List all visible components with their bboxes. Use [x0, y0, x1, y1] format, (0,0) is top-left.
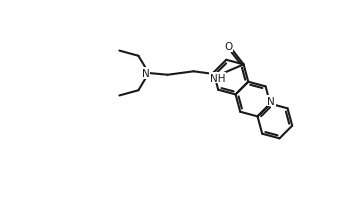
- Text: NH: NH: [210, 73, 225, 83]
- Text: N: N: [267, 96, 275, 107]
- Text: O: O: [225, 42, 233, 52]
- Text: N: N: [142, 69, 150, 79]
